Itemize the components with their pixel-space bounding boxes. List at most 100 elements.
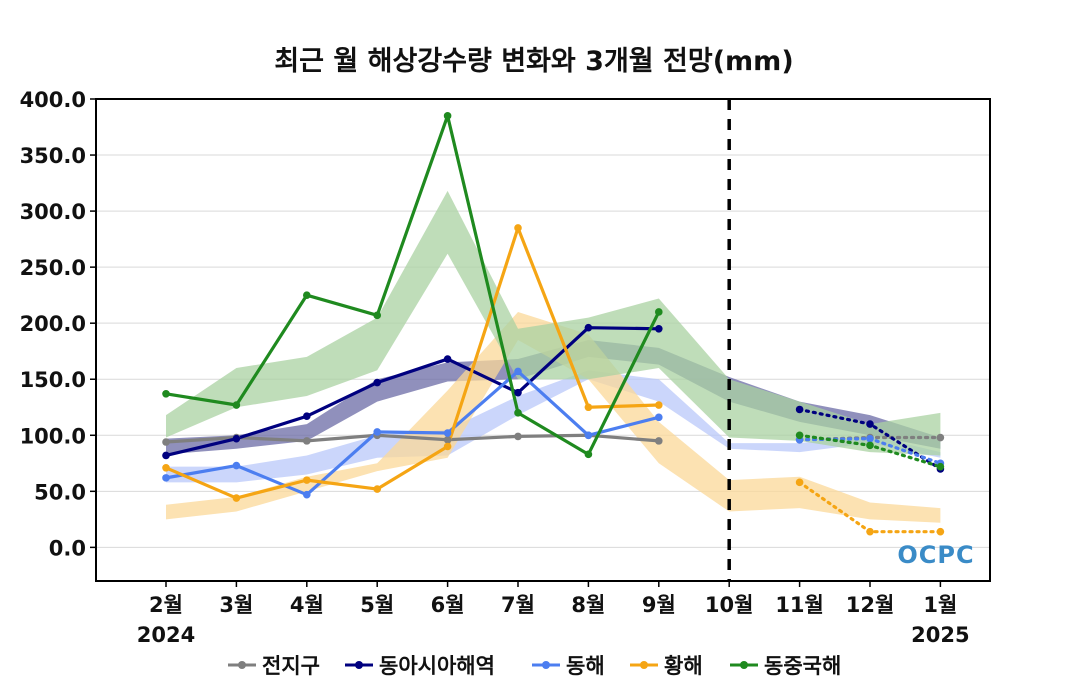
observed-line (165, 326, 659, 458)
data-point (303, 476, 311, 484)
data-point (795, 405, 804, 414)
watermark-text: OCPC (897, 541, 974, 569)
data-point (866, 420, 874, 428)
data-point (443, 355, 452, 363)
data-point (373, 428, 382, 436)
data-point (232, 401, 241, 409)
observed-line (165, 114, 661, 456)
data-point (584, 431, 593, 440)
observed-line (165, 433, 659, 444)
data-point (866, 527, 874, 536)
x-tick-label: 10월 (705, 593, 754, 617)
legend-marker (740, 661, 748, 669)
data-point (584, 403, 593, 412)
data-point (514, 409, 522, 417)
series-points (162, 112, 945, 536)
data-point (443, 112, 452, 120)
data-point (584, 323, 593, 332)
plot-frame (95, 98, 991, 582)
legend-item: 황해 (630, 654, 703, 678)
data-point (162, 438, 170, 446)
data-point (443, 429, 452, 437)
y-tick-label: 50.0 (34, 480, 86, 504)
y-tick-label: 100.0 (20, 424, 86, 448)
x-tick-label: 3월 (219, 593, 253, 617)
data-point (303, 437, 311, 445)
x-tick-label: 7월 (501, 593, 535, 617)
x-tick-label: 8월 (571, 593, 605, 617)
x-axis-ticks: 2월 3월 4월 5월 6월 7월 8월 9월 10월 11월 12월 1월 2024 2025 (137, 581, 970, 647)
legend-label: 황해 (664, 654, 703, 678)
data-point (795, 478, 804, 487)
data-point (514, 367, 522, 376)
y-tick-label: 200.0 (20, 312, 86, 336)
data-point (232, 494, 241, 502)
data-point (936, 433, 945, 442)
y-tick-label: 150.0 (20, 368, 86, 392)
data-point (655, 413, 663, 422)
data-point (514, 388, 522, 397)
y-tick-label: 300.0 (20, 200, 86, 224)
uncertainty-band (166, 311, 941, 523)
data-point (936, 462, 945, 471)
y-tick-label: 0.0 (49, 536, 86, 560)
legend-marker (355, 661, 363, 669)
legend-label: 전지구 (262, 654, 320, 678)
data-point (162, 463, 170, 472)
x-tick-label: 4월 (290, 593, 324, 617)
data-point (303, 291, 311, 299)
data-point (443, 435, 452, 444)
data-point (655, 308, 663, 316)
data-point (162, 390, 170, 398)
legend-label: 동해 (566, 654, 605, 678)
data-point (866, 441, 874, 450)
y-tick-label: 350.0 (20, 144, 86, 168)
legend: 전지구 동아시아해역 동해 황해 동중국해 (228, 654, 841, 678)
data-point (655, 324, 663, 333)
legend-marker (238, 661, 246, 669)
legend-item: 동해 (532, 654, 605, 678)
y-tick-label: 250.0 (20, 256, 86, 280)
uncertainty-bands (166, 190, 941, 523)
y-tick-label: 400.0 (20, 88, 86, 112)
data-point (936, 527, 945, 536)
data-point (514, 432, 522, 441)
data-point (373, 485, 382, 493)
data-point (303, 490, 311, 499)
x-tick-label: 5월 (360, 593, 394, 617)
data-point (443, 442, 452, 451)
data-point (584, 450, 593, 459)
data-point (162, 451, 170, 460)
data-point (795, 431, 804, 440)
observed-line (165, 369, 660, 497)
legend-marker (542, 661, 550, 669)
data-point (162, 474, 170, 482)
uncertainty-band (166, 370, 941, 483)
uncertainty-band (166, 190, 941, 456)
legend-label: 동아시아해역 (379, 654, 495, 678)
legend-item: 동중국해 (730, 654, 841, 678)
data-point (655, 401, 663, 409)
x-tick-label: 6월 (431, 593, 465, 617)
chart-title: 최근 월 해상강수량 변화와 3개월 전망(mm) (274, 46, 793, 77)
data-point (373, 378, 382, 387)
data-point (373, 311, 382, 320)
x-tick-label: 9월 (642, 593, 676, 617)
ocpc-watermark: OCPC (897, 541, 974, 569)
year-label: 2025 (911, 623, 969, 647)
year-label: 2024 (137, 623, 195, 647)
data-point (232, 461, 241, 470)
legend-item: 동아시아해역 (345, 654, 495, 678)
y-axis-ticks: 0.0 50.0 100.0 150.0 200.0 250.0 300.0 350.0 400… (20, 88, 96, 560)
legend-marker (640, 661, 648, 669)
data-point (303, 412, 311, 421)
data-point (232, 434, 241, 443)
legend-item: 전지구 (228, 654, 320, 678)
observed-line (165, 226, 659, 500)
data-point (866, 434, 874, 443)
x-tick-label: 2월 (149, 593, 183, 617)
data-point (655, 437, 663, 445)
x-tick-label: 12월 (846, 593, 895, 617)
x-tick-label: 11월 (775, 593, 824, 617)
